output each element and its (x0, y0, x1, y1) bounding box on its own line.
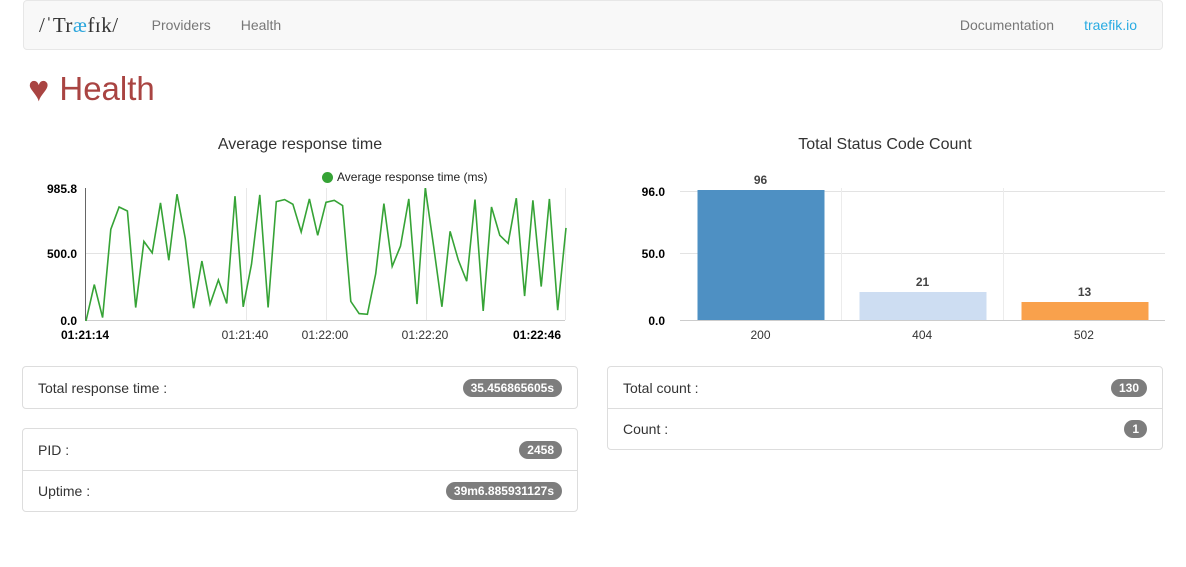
count-badge: 1 (1124, 420, 1147, 438)
process-panel: PID : 2458 Uptime : 39m6.885931127s (22, 428, 578, 512)
panel-row: Total response time : 35.456865605s (23, 367, 577, 408)
navbar: /ˈTræfɪk/ Providers Health Documentation… (23, 0, 1163, 50)
counts-panel: Total count : 130 Count : 1 (607, 366, 1163, 450)
status-code-bars: 96 21 13 (680, 173, 1165, 321)
status-bar-404 (859, 292, 986, 320)
page-title: Health (59, 70, 155, 107)
traefik-logo[interactable]: /ˈTræfɪk/ (24, 13, 137, 38)
y-tick: 0.0 (60, 314, 77, 328)
bar-slot: 96 (680, 173, 841, 320)
gridline (426, 188, 427, 320)
y-tick: 500.0 (46, 247, 77, 261)
status-code-chart: Total Status Code Count 96.0 50.0 0.0 96… (607, 130, 1165, 355)
gridline (680, 253, 1165, 254)
gridline (680, 191, 1165, 192)
x-tick: 01:22:20 (401, 328, 449, 342)
gridline (326, 188, 327, 320)
bar-category-label: 502 (1073, 328, 1094, 342)
gridline (565, 188, 566, 320)
bar-value-label: 21 (915, 275, 930, 289)
bar-category-label: 200 (750, 328, 771, 342)
line-plot-area (85, 187, 567, 322)
response-time-chart: Average response time Average response t… (22, 130, 578, 355)
y-tick: 0.0 (648, 314, 665, 328)
panel-label: Total count : (623, 379, 699, 396)
status-bar-502 (1021, 302, 1148, 320)
gridline (86, 253, 565, 254)
uptime-badge: 39m6.885931127s (445, 482, 562, 500)
x-tick: 01:21:40 (221, 328, 269, 342)
panel-label: Count : (623, 421, 669, 437)
legend-dot-icon (322, 171, 333, 183)
heart-icon: ♥ (28, 68, 50, 109)
bar-category-label: 404 (912, 328, 933, 342)
legend-label: Average response time (ms) (337, 170, 488, 184)
bar-slot: 13 (1003, 188, 1165, 320)
x-tick: 01:21:14 (60, 328, 110, 342)
nav-documentation[interactable]: Documentation (959, 17, 1055, 33)
page-header: ♥ Health (28, 70, 155, 108)
total-response-time-badge: 35.456865605s (462, 378, 562, 397)
logo-post: fɪk/ (87, 12, 119, 37)
x-tick: 01:22:00 (301, 328, 349, 342)
pid-badge: 2458 (519, 440, 562, 459)
total-count-badge: 130 (1110, 378, 1147, 397)
panel-row: PID : 2458 (23, 429, 577, 470)
gridline (246, 188, 247, 320)
chart-title: Average response time (217, 136, 383, 153)
nav-traefik-io[interactable]: traefik.io (1084, 17, 1137, 33)
response-time-line (85, 187, 567, 322)
bar-value-label: 13 (1077, 285, 1092, 299)
chart-legend: Average response time (ms) (322, 170, 488, 184)
status-bar-200 (697, 190, 824, 320)
navbar-right: Documentation traefik.io (945, 17, 1162, 33)
panel-row: Uptime : 39m6.885931127s (23, 470, 577, 511)
logo-pre: /ˈTr (39, 12, 73, 37)
panel-row: Total count : 130 (608, 367, 1162, 408)
bar-slot: 21 (841, 188, 1003, 320)
x-tick: 01:22:46 (512, 328, 562, 342)
y-tick: 50.0 (641, 247, 665, 261)
y-tick: 96.0 (641, 185, 665, 199)
y-tick: 985.8 (46, 182, 77, 196)
panel-label: Total response time : (38, 379, 168, 396)
total-response-time-panel: Total response time : 35.456865605s (22, 366, 578, 409)
panel-label: PID : (38, 441, 70, 458)
chart-title: Total Status Code Count (798, 136, 972, 153)
nav-health[interactable]: Health (240, 17, 282, 33)
bar-value-label: 96 (753, 173, 768, 187)
nav-providers[interactable]: Providers (151, 17, 211, 33)
panel-label: Uptime : (38, 483, 91, 499)
panel-row: Count : 1 (608, 408, 1162, 449)
logo-accent: æ (72, 12, 88, 37)
